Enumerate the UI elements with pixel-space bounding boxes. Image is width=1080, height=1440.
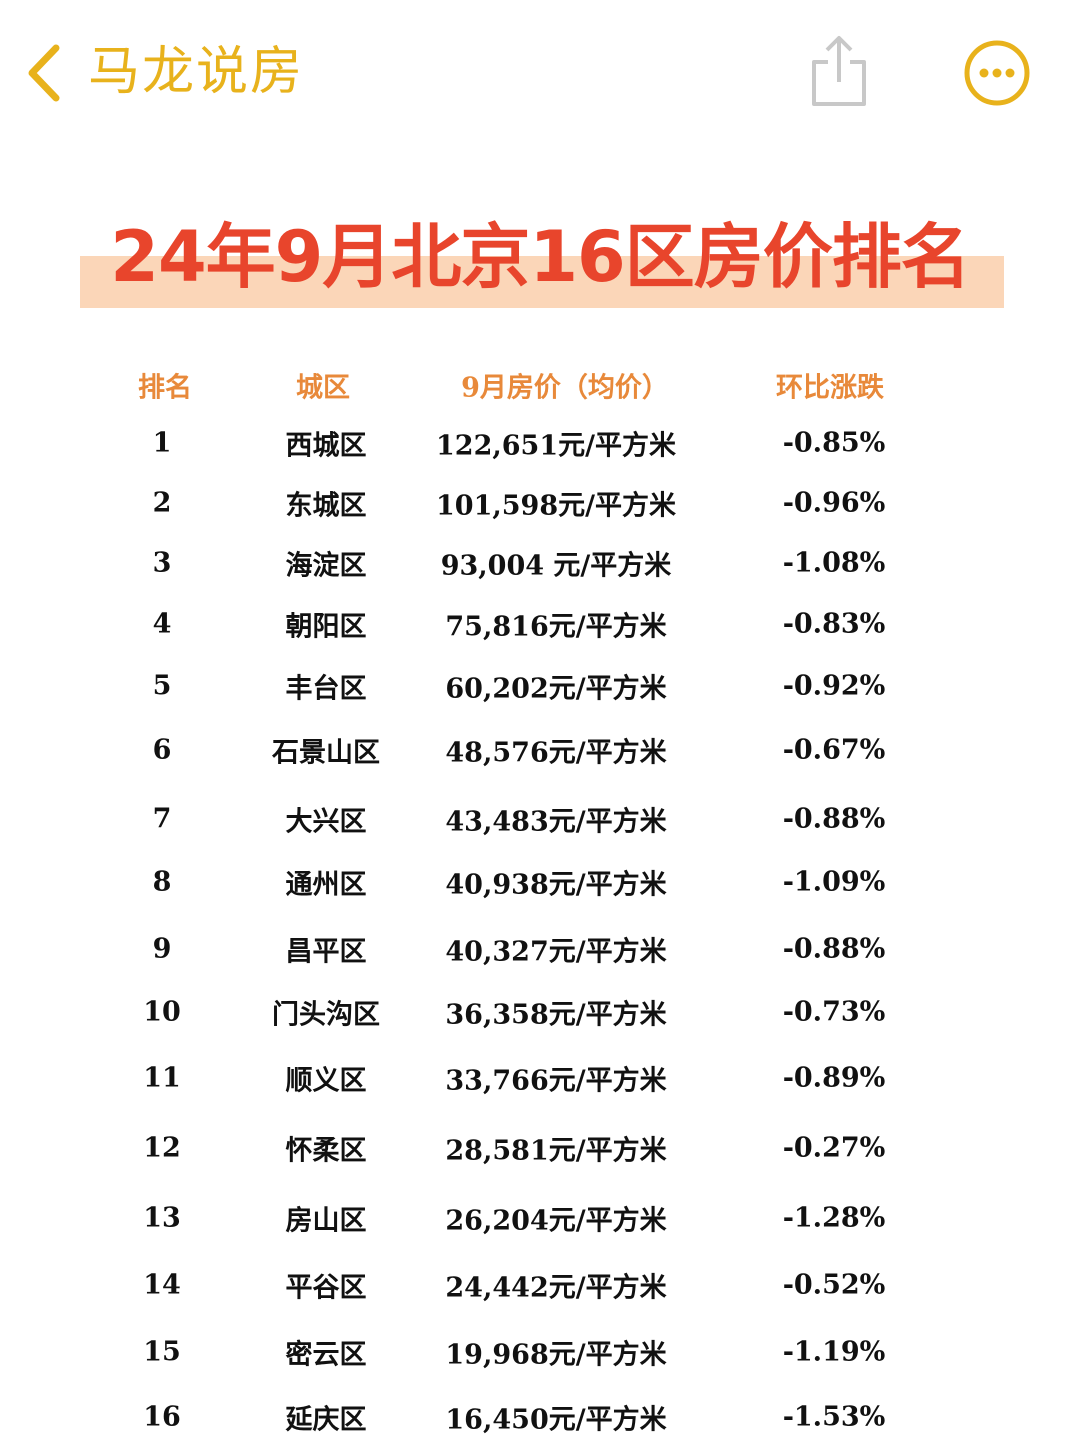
district-cell: 丰台区 — [285, 673, 367, 705]
price-cell: 24,442元/平方米 — [445, 1272, 667, 1304]
price-cell: 33,766元/平方米 — [445, 1065, 667, 1097]
more-button[interactable] — [960, 38, 1034, 108]
change-cell: -0.67% — [782, 734, 886, 766]
price-cell: 43,483元/平方米 — [445, 806, 667, 838]
change-cell: -1.28% — [782, 1202, 886, 1234]
price-cell: 60,202元/平方米 — [445, 673, 667, 705]
price-cell: 26,204元/平方米 — [445, 1205, 667, 1237]
district-cell: 门头沟区 — [272, 999, 380, 1031]
change-cell: -0.73% — [782, 996, 886, 1028]
price-cell: 36,358元/平方米 — [445, 999, 667, 1031]
price-cell: 101,598元/平方米 — [436, 490, 676, 522]
price-cell: 16,450元/平方米 — [445, 1404, 667, 1436]
column-header: 排名 — [138, 372, 192, 404]
rank-cell: 10 — [143, 996, 181, 1028]
rank-cell: 7 — [152, 803, 172, 835]
change-cell: -1.19% — [782, 1336, 886, 1368]
change-cell: -0.27% — [782, 1132, 886, 1164]
rank-cell: 5 — [152, 670, 172, 702]
rank-cell: 1 — [152, 427, 172, 459]
rank-cell: 12 — [143, 1132, 181, 1164]
column-header: 9月房价（均价） — [461, 372, 669, 404]
rank-cell: 16 — [143, 1401, 181, 1433]
rank-cell: 14 — [143, 1269, 181, 1301]
district-cell: 平谷区 — [285, 1272, 367, 1304]
document-title: 24年9月北京16区房价排名 — [110, 216, 971, 298]
district-cell: 通州区 — [285, 869, 367, 901]
title-highlight — [80, 256, 1004, 308]
district-cell: 朝阳区 — [285, 611, 367, 643]
district-cell: 顺义区 — [285, 1065, 367, 1097]
change-cell: -0.52% — [782, 1269, 886, 1301]
rank-cell: 9 — [152, 933, 172, 965]
rank-cell: 11 — [143, 1062, 181, 1094]
price-cell: 19,968元/平方米 — [445, 1339, 667, 1371]
price-cell: 28,581元/平方米 — [445, 1135, 667, 1167]
app-title: 马龙说房 — [88, 42, 305, 102]
district-cell: 延庆区 — [285, 1404, 367, 1436]
price-cell: 122,651元/平方米 — [436, 430, 676, 462]
price-cell: 93,004 元/平方米 — [440, 550, 672, 582]
change-cell: -0.85% — [782, 427, 886, 459]
district-cell: 石景山区 — [272, 737, 380, 769]
rank-cell: 13 — [143, 1202, 181, 1234]
change-cell: -0.88% — [782, 803, 886, 835]
district-cell: 昌平区 — [285, 936, 367, 968]
change-cell: -1.08% — [782, 547, 886, 579]
price-cell: 75,816元/平方米 — [445, 611, 667, 643]
district-cell: 密云区 — [285, 1339, 367, 1371]
rank-cell: 6 — [152, 734, 172, 766]
change-cell: -1.53% — [782, 1401, 886, 1433]
column-header: 城区 — [296, 372, 350, 404]
rank-cell: 3 — [152, 547, 172, 579]
district-cell: 怀柔区 — [285, 1135, 367, 1167]
price-cell: 40,327元/平方米 — [445, 936, 667, 968]
change-cell: -0.96% — [782, 487, 886, 519]
rank-cell: 4 — [152, 608, 172, 640]
back-button[interactable] — [20, 40, 70, 106]
rank-cell: 2 — [152, 487, 172, 519]
column-header: 环比涨跌 — [776, 372, 884, 404]
district-cell: 西城区 — [285, 430, 367, 462]
district-cell: 海淀区 — [285, 550, 367, 582]
share-button[interactable] — [806, 32, 872, 110]
district-cell: 大兴区 — [285, 806, 367, 838]
district-cell: 东城区 — [285, 490, 367, 522]
change-cell: -1.09% — [782, 866, 886, 898]
rank-cell: 8 — [152, 866, 172, 898]
price-cell: 40,938元/平方米 — [445, 869, 667, 901]
rank-cell: 15 — [143, 1336, 181, 1368]
change-cell: -0.92% — [782, 670, 886, 702]
change-cell: -0.88% — [782, 933, 886, 965]
change-cell: -0.83% — [782, 608, 886, 640]
district-cell: 房山区 — [285, 1205, 367, 1237]
price-cell: 48,576元/平方米 — [445, 737, 667, 769]
change-cell: -0.89% — [782, 1062, 886, 1094]
